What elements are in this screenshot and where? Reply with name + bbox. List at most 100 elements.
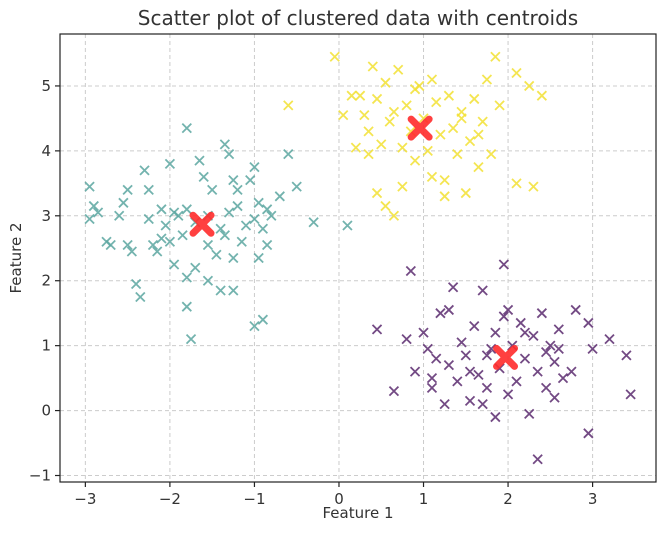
data-point-cluster-3 [405, 265, 416, 277]
data-point-cluster-1 [228, 252, 239, 264]
data-point-cluster-3 [566, 366, 577, 377]
data-point-cluster-2 [371, 187, 383, 199]
data-point-cluster-1 [185, 334, 197, 345]
data-point-cluster-2 [486, 148, 497, 160]
data-point-cluster-1 [274, 191, 285, 202]
data-point-cluster-3 [388, 385, 400, 397]
data-point-cluster-3 [490, 327, 501, 338]
data-point-cluster-2 [536, 90, 548, 101]
data-point-cluster-3 [532, 366, 543, 377]
data-point-cluster-2 [435, 129, 446, 140]
data-point-cluster-1 [223, 207, 235, 218]
x-axis-label: Feature 1 [323, 504, 394, 522]
data-point-cluster-1 [215, 223, 226, 234]
data-point-cluster-1 [143, 184, 154, 195]
data-point-cluster-1 [126, 246, 137, 257]
data-point-cluster-2 [477, 116, 488, 127]
data-point-cluster-2 [528, 181, 539, 192]
y-tick-label: 1 [41, 337, 51, 355]
data-point-cluster-1 [223, 148, 235, 160]
data-point-cluster-2 [490, 51, 501, 62]
y-tick-label: 3 [41, 207, 51, 225]
data-point-cluster-3 [490, 411, 501, 423]
data-point-cluster-1 [211, 249, 222, 260]
data-point-cluster-3 [540, 347, 552, 358]
data-point-cluster-1 [266, 210, 277, 221]
x-tick-label: −1 [243, 490, 265, 508]
x-tick-label: −2 [159, 490, 181, 508]
data-point-cluster-1 [283, 148, 294, 160]
data-point-cluster-1 [291, 181, 302, 192]
data-point-cluster-2 [426, 171, 438, 182]
data-point-cluster-1 [143, 213, 154, 225]
data-point-cluster-1 [190, 262, 201, 273]
data-point-cluster-1 [156, 204, 167, 215]
data-point-cluster-3 [549, 392, 560, 403]
data-point-cluster-1 [114, 210, 125, 221]
data-point-cluster-1 [118, 197, 129, 208]
x-tick-label: 1 [419, 490, 429, 508]
centroid-marker [407, 115, 433, 141]
data-point-cluster-1 [228, 174, 239, 186]
data-point-cluster-2 [431, 97, 442, 108]
data-point-cluster-3 [371, 324, 383, 335]
data-point-cluster-3 [502, 304, 514, 316]
data-point-cluster-2 [524, 80, 535, 92]
data-point-cluster-3 [426, 372, 438, 384]
data-point-cluster-3 [524, 408, 535, 419]
data-point-cluster-3 [464, 366, 476, 377]
data-point-cluster-2 [456, 113, 467, 124]
data-point-cluster-1 [156, 233, 167, 244]
data-point-cluster-2 [363, 126, 374, 137]
data-point-cluster-1 [130, 278, 142, 290]
data-point-cluster-2 [447, 123, 459, 134]
data-point-cluster-1 [135, 291, 146, 303]
data-point-cluster-2 [384, 116, 395, 127]
data-point-cluster-1 [147, 239, 159, 251]
data-point-cluster-3 [587, 343, 598, 355]
centroid-layer [189, 115, 519, 370]
x-tick-label: 3 [588, 490, 598, 508]
data-point-cluster-1 [84, 213, 95, 225]
data-point-cluster-1 [198, 171, 209, 182]
data-point-cluster-2 [350, 142, 362, 153]
data-point-cluster-1 [177, 230, 188, 241]
y-tick-label: 2 [41, 272, 51, 290]
x-tick-label: 2 [503, 490, 513, 508]
data-point-cluster-1 [92, 207, 104, 218]
data-point-cluster-2 [367, 61, 378, 72]
data-point-cluster-3 [456, 337, 467, 348]
data-point-cluster-3 [469, 321, 480, 332]
data-point-cluster-2 [439, 191, 450, 202]
data-point-cluster-3 [481, 350, 493, 361]
data-point-cluster-1 [240, 220, 252, 231]
data-point-cluster-1 [261, 239, 273, 251]
data-point-cluster-3 [452, 376, 463, 387]
data-point-cluster-3 [604, 334, 615, 345]
data-point-cluster-3 [519, 353, 531, 364]
data-point-cluster-2 [494, 100, 505, 111]
points-layer [84, 51, 636, 465]
data-point-cluster-2 [376, 139, 387, 150]
data-point-cluster-2 [380, 200, 391, 212]
data-point-cluster-1 [245, 174, 256, 186]
data-point-cluster-1 [88, 200, 99, 212]
data-point-cluster-1 [253, 197, 264, 208]
data-point-cluster-2 [409, 155, 421, 166]
data-point-cluster-3 [570, 304, 581, 316]
data-point-cluster-2 [464, 135, 476, 147]
data-point-cluster-3 [528, 330, 539, 342]
centroid-marker [189, 211, 215, 237]
data-point-cluster-1 [122, 184, 133, 195]
data-point-cluster-3 [481, 382, 493, 393]
data-point-cluster-1 [194, 155, 205, 166]
data-point-cluster-2 [346, 90, 357, 101]
data-point-cluster-3 [553, 343, 564, 355]
data-point-cluster-1 [228, 285, 239, 296]
data-point-cluster-1 [181, 272, 192, 283]
data-point-cluster-1 [181, 301, 192, 312]
data-point-cluster-3 [625, 389, 636, 400]
data-point-cluster-2 [338, 110, 349, 121]
data-point-cluster-1 [105, 239, 116, 251]
data-point-cluster-2 [363, 148, 374, 160]
